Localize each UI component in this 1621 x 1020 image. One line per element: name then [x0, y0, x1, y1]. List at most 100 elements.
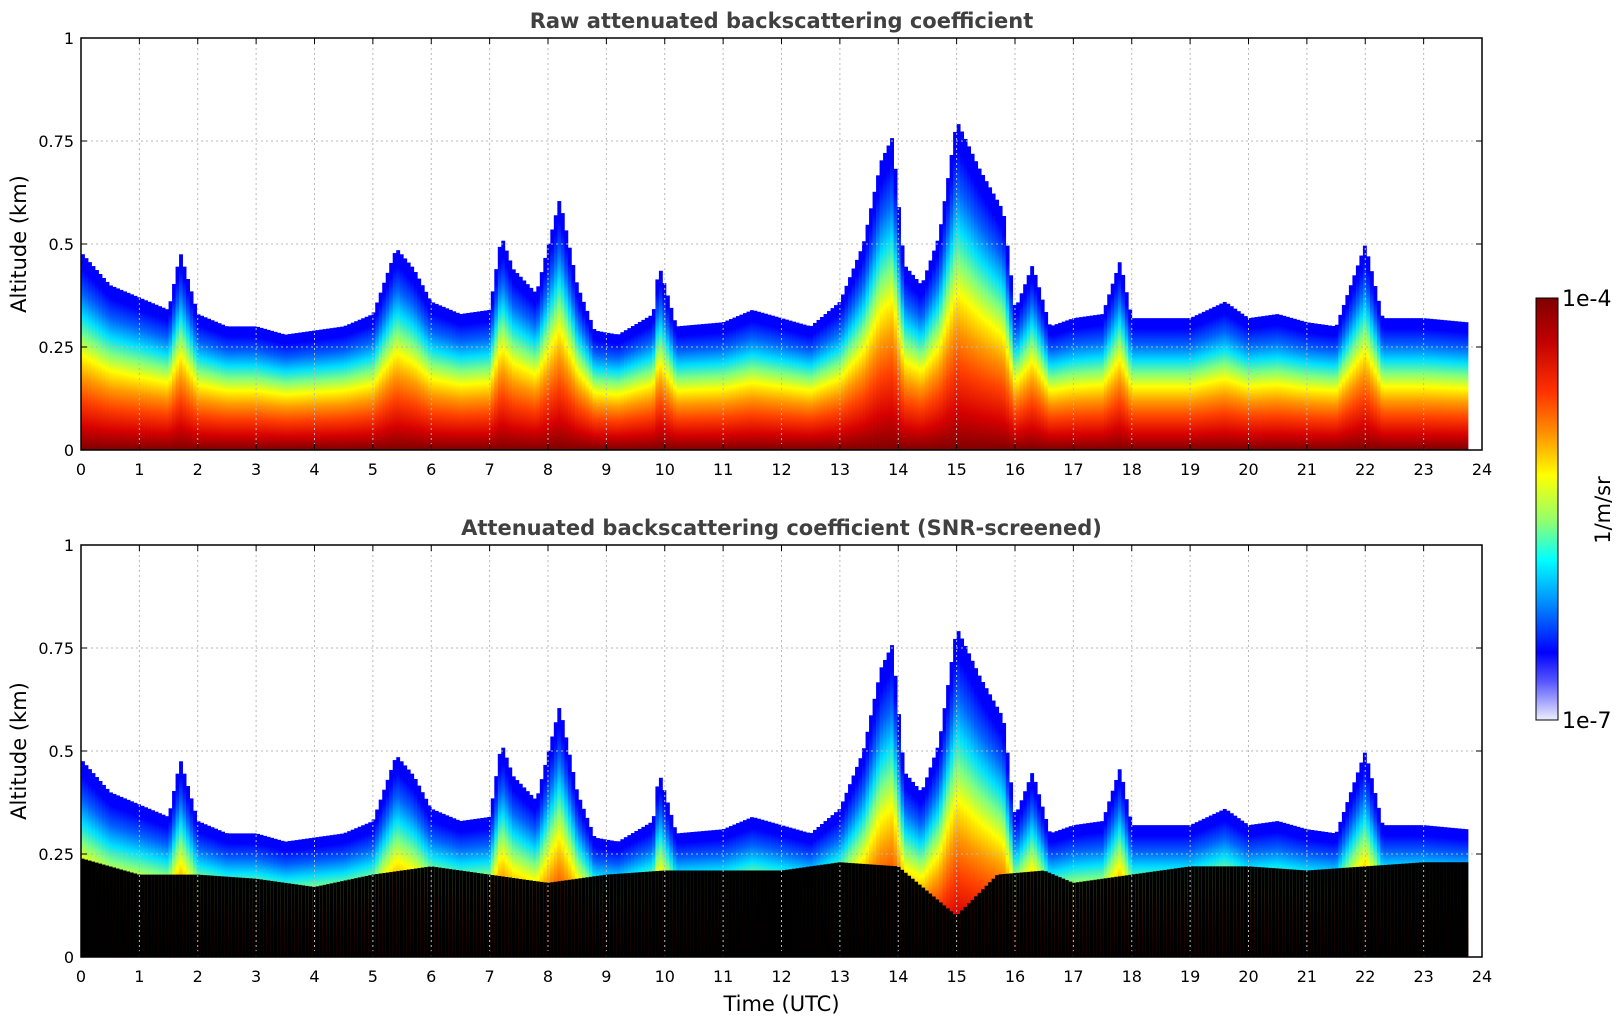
backscatter-column — [392, 253, 397, 450]
backscatter-column — [511, 776, 516, 957]
screened-column — [974, 896, 979, 957]
backscatter-column — [879, 160, 884, 450]
screened-column — [567, 879, 572, 957]
backscatter-column — [918, 790, 922, 957]
backscatter-column — [1229, 306, 1234, 450]
backscatter-column — [1142, 318, 1147, 450]
backscatter-column — [301, 332, 306, 450]
screened-column — [546, 882, 551, 957]
screened-column — [763, 870, 768, 957]
screened-column — [375, 874, 380, 957]
backscatter-column — [1366, 256, 1371, 450]
screened-column — [627, 872, 632, 957]
screened-column — [1135, 873, 1140, 957]
backscatter-column — [897, 207, 901, 450]
backscatter-column — [424, 291, 429, 450]
backscatter-column — [333, 327, 338, 450]
backscatter-column — [1317, 324, 1322, 450]
screened-column — [1257, 867, 1262, 957]
y-axis-label: Altitude (km) — [7, 682, 31, 820]
screened-column — [186, 874, 190, 957]
backscatter-column — [1362, 245, 1367, 450]
backscatter-column — [630, 326, 635, 450]
screened-column — [1373, 865, 1378, 957]
screened-column — [364, 875, 369, 957]
backscatter-column — [1145, 318, 1150, 450]
backscatter-column — [746, 311, 751, 450]
screened-column — [1464, 862, 1469, 957]
backscatter-column — [508, 260, 513, 450]
backscatter-column — [911, 274, 915, 450]
screened-column — [1383, 864, 1388, 957]
backscatter-column — [995, 199, 1000, 450]
screened-column — [308, 886, 313, 957]
backscatter-column — [658, 270, 663, 450]
screened-column — [1065, 880, 1070, 957]
screened-column — [662, 870, 667, 957]
x-tick-label: 2 — [193, 967, 203, 986]
backscatter-column — [144, 300, 148, 450]
backscatter-column — [462, 313, 467, 450]
screened-column — [284, 882, 289, 957]
backscatter-column — [1359, 255, 1364, 450]
screened-column — [553, 881, 558, 957]
backscatter-column — [165, 309, 169, 450]
backscatter-column — [1369, 271, 1374, 450]
screened-column — [371, 874, 376, 957]
screened-column — [550, 882, 555, 957]
screened-column — [1390, 864, 1395, 957]
screened-column — [1418, 862, 1423, 957]
backscatter-column — [399, 254, 404, 450]
backscatter-column — [550, 736, 555, 957]
backscatter-column — [1341, 304, 1346, 450]
x-tick-label: 16 — [1005, 460, 1025, 479]
backscatter-column — [988, 187, 993, 450]
screened-column — [735, 870, 740, 957]
screened-column — [963, 906, 968, 957]
screened-column — [841, 862, 845, 957]
backscatter-column — [991, 700, 996, 957]
backscatter-column — [1086, 316, 1091, 450]
backscatter-column — [785, 319, 789, 450]
x-tick-label: 5 — [368, 460, 378, 479]
backscatter-column — [1373, 286, 1378, 450]
backscatter-column — [949, 662, 954, 957]
backscatter-column — [525, 284, 530, 450]
backscatter-column — [711, 323, 716, 450]
screened-column — [91, 861, 96, 957]
screened-column — [1030, 871, 1035, 957]
screened-column — [651, 871, 656, 957]
backscatter-column — [865, 731, 870, 957]
x-tick-label: 18 — [1122, 967, 1142, 986]
backscatter-column — [637, 321, 642, 450]
screened-column — [469, 872, 474, 957]
screened-column — [1219, 866, 1224, 957]
backscatter-column — [186, 786, 190, 957]
backscatter-column — [1030, 773, 1035, 957]
backscatter-column — [287, 334, 292, 450]
screened-column — [1380, 865, 1385, 957]
backscatter-column — [585, 310, 590, 450]
screened-column — [357, 877, 362, 957]
backscatter-column — [837, 302, 842, 450]
backscatter-column — [1061, 321, 1066, 450]
backscatter-column — [886, 652, 891, 957]
backscatter-column — [1436, 319, 1441, 450]
backscatter-column — [200, 315, 204, 450]
screened-column — [441, 868, 446, 957]
backscatter-column — [1114, 779, 1119, 957]
screened-column — [326, 884, 331, 957]
backscatter-column — [970, 153, 975, 450]
x-tick-label: 22 — [1355, 967, 1375, 986]
backscatter-column — [1261, 316, 1266, 450]
backscatter-column — [574, 789, 579, 957]
screened-column — [413, 868, 418, 957]
x-tick-label: 17 — [1063, 460, 1083, 479]
screened-column — [214, 875, 218, 957]
screened-column — [1233, 866, 1238, 957]
screened-column — [1341, 867, 1346, 957]
backscatter-column — [1005, 245, 1010, 450]
backscatter-column — [1404, 318, 1409, 450]
screened-column — [179, 874, 183, 957]
backscatter-column — [1250, 317, 1255, 450]
